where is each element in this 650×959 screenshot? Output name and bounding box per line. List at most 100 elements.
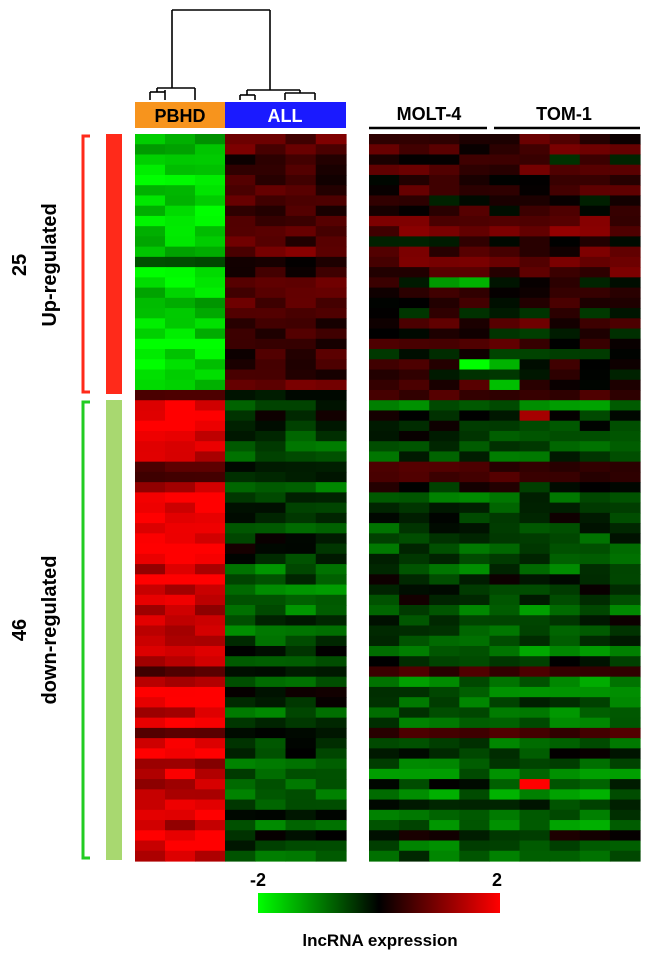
heatmap-cell — [579, 789, 611, 801]
heatmap-cell — [489, 840, 521, 852]
heatmap-cell — [609, 523, 641, 534]
heatmap-cell — [369, 318, 400, 330]
heatmap-cell — [165, 625, 196, 637]
heatmap-cell — [459, 482, 491, 493]
heatmap-cell — [489, 686, 521, 698]
heatmap-cell — [255, 185, 287, 197]
heatmap-cell — [255, 410, 287, 422]
cluster-count-down: 46 — [9, 619, 31, 641]
heatmap-cell — [285, 574, 317, 586]
heatmap-cell — [459, 502, 491, 514]
heatmap-cell — [459, 256, 491, 268]
heatmap-cell — [459, 830, 491, 842]
heatmap-cell — [489, 420, 521, 432]
heatmap-cell — [255, 400, 287, 412]
heatmap-cell — [369, 379, 400, 391]
heatmap-cell — [429, 594, 460, 606]
heatmap-cell — [429, 236, 460, 248]
heatmap-cell — [519, 420, 551, 432]
heatmap-cell — [489, 205, 521, 217]
heatmap-cell — [369, 134, 400, 145]
heatmap-cell — [429, 256, 460, 268]
heatmap-cell — [225, 205, 256, 217]
heatmap-cell — [225, 738, 256, 749]
heatmap-cell — [489, 349, 521, 360]
heatmap-cell — [285, 615, 317, 627]
heatmap-cell — [285, 666, 317, 678]
heatmap-cell — [315, 768, 347, 780]
heatmap-cell — [519, 605, 551, 616]
heatmap-cell — [315, 461, 347, 473]
heatmap-cell — [489, 389, 521, 401]
heatmap-cell — [579, 594, 611, 606]
heatmap-cell — [369, 820, 400, 831]
heatmap-cell — [489, 246, 521, 258]
heatmap-cell — [225, 594, 256, 606]
heatmap-cell — [489, 625, 521, 637]
heatmap-cell — [609, 164, 641, 176]
heatmap-cell — [195, 389, 226, 401]
heatmap-cell — [165, 820, 196, 831]
heatmap-cell — [369, 768, 400, 780]
heatmap-cell — [369, 707, 400, 719]
cell-line-label-molt4: MOLT-4 — [397, 104, 462, 124]
heatmap-cell — [609, 492, 641, 504]
heatmap-cell — [399, 318, 430, 330]
heatmap-cell — [549, 533, 581, 545]
heatmap-cell — [579, 779, 611, 790]
heatmap-cell — [399, 308, 430, 319]
heatmap-cell — [429, 789, 460, 801]
heatmap-cell — [519, 430, 551, 442]
heatmap-cell — [549, 820, 581, 831]
heatmap-cell — [579, 441, 611, 453]
heatmap-cell — [285, 185, 317, 197]
heatmap-cell — [225, 635, 256, 647]
heatmap-cell — [255, 154, 287, 166]
heatmap-cell — [225, 430, 256, 442]
heatmap-cell — [195, 553, 226, 565]
heatmap-cell — [489, 635, 521, 647]
heatmap-cell — [519, 492, 551, 504]
heatmap-cell — [429, 349, 460, 360]
heatmap-cell — [369, 717, 400, 729]
heatmap-cell — [549, 676, 581, 688]
heatmap-cell — [285, 840, 317, 852]
heatmap-cell — [255, 328, 287, 340]
heatmap-cell — [369, 645, 400, 657]
heatmap-cell — [285, 512, 317, 524]
heatmap-cell — [369, 205, 400, 217]
heatmap-cell — [315, 502, 347, 514]
heatmap-cell — [399, 420, 430, 432]
heatmap-cell — [399, 564, 430, 575]
heatmap-cell — [135, 820, 166, 831]
heatmap-cell — [549, 318, 581, 330]
heatmap-cell — [549, 574, 581, 586]
heatmap-cell — [285, 256, 317, 268]
heatmap-cell — [399, 328, 430, 340]
heatmap-cell — [315, 349, 347, 360]
group-bar-all — [225, 102, 346, 128]
heatmap-cell — [519, 441, 551, 453]
heatmap-cell — [399, 502, 430, 514]
heatmap-cell — [285, 410, 317, 422]
heatmap-cell — [165, 277, 196, 289]
heatmap-cell — [489, 461, 521, 473]
heatmap-cell — [369, 256, 400, 268]
heatmap-cell — [165, 584, 196, 596]
heatmap-cell — [459, 267, 491, 278]
heatmap-cell — [225, 840, 256, 852]
heatmap-cell — [165, 523, 196, 534]
heatmap-cell — [579, 850, 611, 862]
heatmap-cell — [609, 236, 641, 248]
heatmap-cell — [399, 717, 430, 729]
heatmap-cell — [135, 400, 166, 412]
heatmap-cell — [399, 400, 430, 412]
heatmap-cell — [429, 809, 460, 821]
heatmap-cell — [135, 697, 166, 709]
heatmap-cell — [429, 420, 460, 432]
heatmap-cell — [609, 584, 641, 596]
heatmap-cell — [429, 686, 460, 698]
heatmap-cell — [549, 226, 581, 237]
cluster-bracket-up — [81, 134, 90, 394]
heatmap-cell — [429, 389, 460, 401]
